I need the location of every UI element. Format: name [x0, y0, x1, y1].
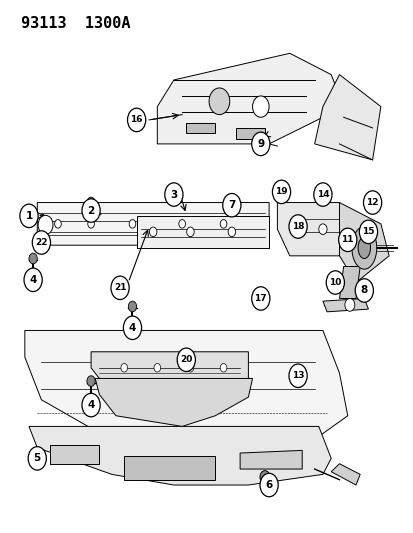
Circle shape	[111, 276, 129, 300]
Text: 9: 9	[256, 139, 264, 149]
Circle shape	[28, 447, 46, 470]
Polygon shape	[314, 75, 380, 160]
Polygon shape	[95, 378, 252, 426]
Circle shape	[55, 220, 61, 228]
Text: 10: 10	[328, 278, 341, 287]
Text: 17: 17	[254, 294, 266, 303]
Circle shape	[154, 364, 160, 372]
Text: 11: 11	[341, 236, 353, 244]
Circle shape	[29, 253, 37, 264]
Polygon shape	[240, 450, 301, 469]
Circle shape	[272, 180, 290, 204]
Circle shape	[288, 215, 306, 238]
Text: 8: 8	[360, 286, 367, 295]
Circle shape	[293, 224, 301, 235]
Circle shape	[354, 279, 373, 302]
Text: 12: 12	[366, 198, 378, 207]
Circle shape	[363, 191, 381, 214]
Circle shape	[313, 183, 331, 206]
Circle shape	[20, 204, 38, 228]
Polygon shape	[25, 330, 347, 453]
Circle shape	[318, 224, 326, 235]
Circle shape	[129, 220, 135, 228]
Text: 20: 20	[180, 356, 192, 364]
Circle shape	[251, 132, 269, 156]
Polygon shape	[50, 445, 99, 464]
Text: 16: 16	[130, 116, 142, 124]
Circle shape	[127, 108, 145, 132]
Text: 18: 18	[291, 222, 304, 231]
Circle shape	[209, 88, 229, 115]
Ellipse shape	[357, 237, 370, 259]
Polygon shape	[235, 128, 264, 139]
Circle shape	[121, 364, 127, 372]
Polygon shape	[322, 298, 368, 312]
Text: 13: 13	[291, 372, 304, 380]
Circle shape	[149, 227, 157, 237]
Circle shape	[32, 231, 50, 254]
Text: 14: 14	[316, 190, 328, 199]
Polygon shape	[186, 123, 215, 133]
Ellipse shape	[351, 227, 376, 269]
Circle shape	[177, 348, 195, 372]
Circle shape	[228, 227, 235, 237]
Circle shape	[186, 227, 194, 237]
Circle shape	[222, 193, 240, 217]
Circle shape	[344, 298, 354, 311]
Text: 4: 4	[87, 400, 95, 410]
Circle shape	[251, 287, 269, 310]
Text: 5: 5	[33, 454, 41, 463]
Text: 93113  1300A: 93113 1300A	[21, 16, 130, 31]
Polygon shape	[29, 426, 330, 485]
Circle shape	[220, 220, 226, 228]
Circle shape	[259, 473, 278, 497]
Circle shape	[123, 316, 141, 340]
Circle shape	[38, 215, 53, 235]
Text: 4: 4	[29, 275, 37, 285]
Text: 15: 15	[361, 228, 374, 236]
Circle shape	[128, 301, 136, 312]
Text: 19: 19	[275, 188, 287, 196]
Circle shape	[338, 228, 356, 252]
Polygon shape	[91, 352, 248, 421]
Text: 1: 1	[25, 211, 33, 221]
Polygon shape	[136, 216, 268, 248]
Polygon shape	[277, 203, 351, 256]
Circle shape	[24, 268, 42, 292]
Circle shape	[252, 96, 268, 117]
Circle shape	[259, 471, 269, 483]
Circle shape	[187, 364, 193, 372]
Polygon shape	[124, 456, 215, 480]
Polygon shape	[37, 203, 268, 245]
Text: 4: 4	[128, 323, 136, 333]
Circle shape	[288, 364, 306, 387]
Polygon shape	[339, 203, 388, 282]
Circle shape	[87, 197, 95, 208]
Circle shape	[325, 271, 344, 294]
Circle shape	[82, 393, 100, 417]
Polygon shape	[339, 266, 359, 298]
Circle shape	[82, 199, 100, 222]
Text: 2: 2	[87, 206, 95, 215]
Circle shape	[88, 220, 94, 228]
Polygon shape	[157, 53, 339, 144]
Circle shape	[87, 376, 95, 386]
Circle shape	[220, 364, 226, 372]
Circle shape	[164, 183, 183, 206]
Text: 3: 3	[170, 190, 177, 199]
Text: 7: 7	[228, 200, 235, 210]
Text: 6: 6	[265, 480, 272, 490]
Circle shape	[178, 220, 185, 228]
Circle shape	[358, 220, 377, 244]
Text: 21: 21	[114, 284, 126, 292]
Polygon shape	[330, 464, 359, 485]
Text: 22: 22	[35, 238, 47, 247]
